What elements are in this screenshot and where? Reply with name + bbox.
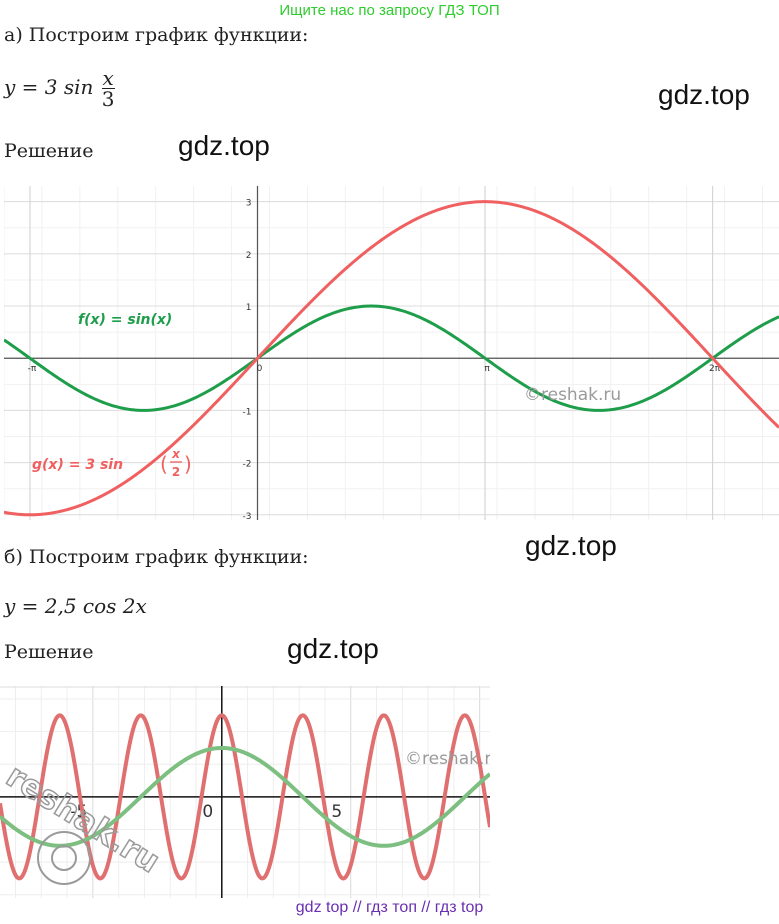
chart-a-grid — [4, 186, 779, 520]
footer-links: gdz top // гдз топ // гдз top — [295, 899, 484, 916]
chart-a-legend-f: f(x) = sin(x) — [78, 312, 172, 328]
chart-a-legend-g-rparen: ) — [184, 452, 192, 476]
part-a-fraction-den: 3 — [101, 87, 115, 111]
chart-a-series-3sin — [4, 200, 779, 517]
chart-a-series-sin — [4, 304, 779, 412]
chart-a-x-tick-label: π — [484, 364, 490, 374]
chart-a-copyright: ©reshak.ru — [524, 385, 621, 405]
chart-a-y-tick-label: 1 — [246, 303, 252, 313]
part-a-fraction-num: x — [102, 66, 114, 90]
chart-b: -505 ©reshak.ru reshak.ru — [0, 686, 490, 898]
chart-a-legend-g-lparen: ( — [160, 452, 168, 476]
part-a-fraction: x 3 — [101, 66, 115, 111]
chart-b-x-tick-label: 5 — [331, 802, 342, 822]
chart-b-series-slow — [0, 745, 490, 848]
gdz-watermark: gdz.top — [287, 633, 379, 664]
chart-a-legend-g-den: 2 — [172, 465, 180, 479]
chart-b-copyright-circle — [37, 831, 91, 885]
chart-a-legend-g-num: x — [171, 447, 181, 461]
chart-a-x-tick-label: 0 — [257, 364, 263, 374]
part-b-formula: y = 2,5 cos 2x — [4, 594, 147, 618]
chart-a-axes — [4, 186, 779, 520]
part-a-solution-label: Решение — [4, 140, 94, 162]
part-a-heading: а) Построим график функции: — [4, 24, 309, 46]
chart-b-series-cos2x — [0, 713, 490, 881]
chart-b-copyright: ©reshak.ru — [405, 749, 490, 769]
chart-a-y-tick-label: 2 — [246, 251, 252, 261]
chart-a-legend-g: g(x) = 3 sin — [32, 457, 123, 473]
chart-a-x-tick-label: 2π — [709, 364, 721, 374]
chart-b-x-tick-label: 0 — [202, 802, 213, 822]
chart-a-y-tick-label: 3 — [246, 199, 252, 209]
part-b-solution-label: Решение — [4, 641, 94, 663]
gdz-watermark: gdz.top — [178, 130, 270, 161]
top-banner: Ищите нас по запросу ГДЗ ТОП — [279, 2, 500, 19]
chart-a: -π 0 π 2π 3 2 1 -1 -2 -3 f(x) = sin(x) g(x) = 3 s… — [4, 186, 779, 520]
chart-a-ticks: -π 0 π 2π 3 2 1 -1 -2 -3 — [28, 199, 721, 520]
part-a-formula-prefix: y = 3 sin — [4, 75, 94, 99]
gdz-watermark: gdz.top — [525, 530, 617, 561]
gdz-watermark: gdz.top — [658, 79, 750, 110]
part-a-formula: y = 3 sin x 3 — [4, 68, 115, 109]
chart-a-y-tick-label: -1 — [243, 407, 252, 417]
chart-a-y-tick-label: -3 — [243, 512, 252, 520]
part-b-heading: б) Построим график функции: — [4, 546, 309, 568]
chart-a-x-tick-label: -π — [28, 364, 37, 374]
chart-a-y-tick-label: -2 — [243, 460, 252, 470]
